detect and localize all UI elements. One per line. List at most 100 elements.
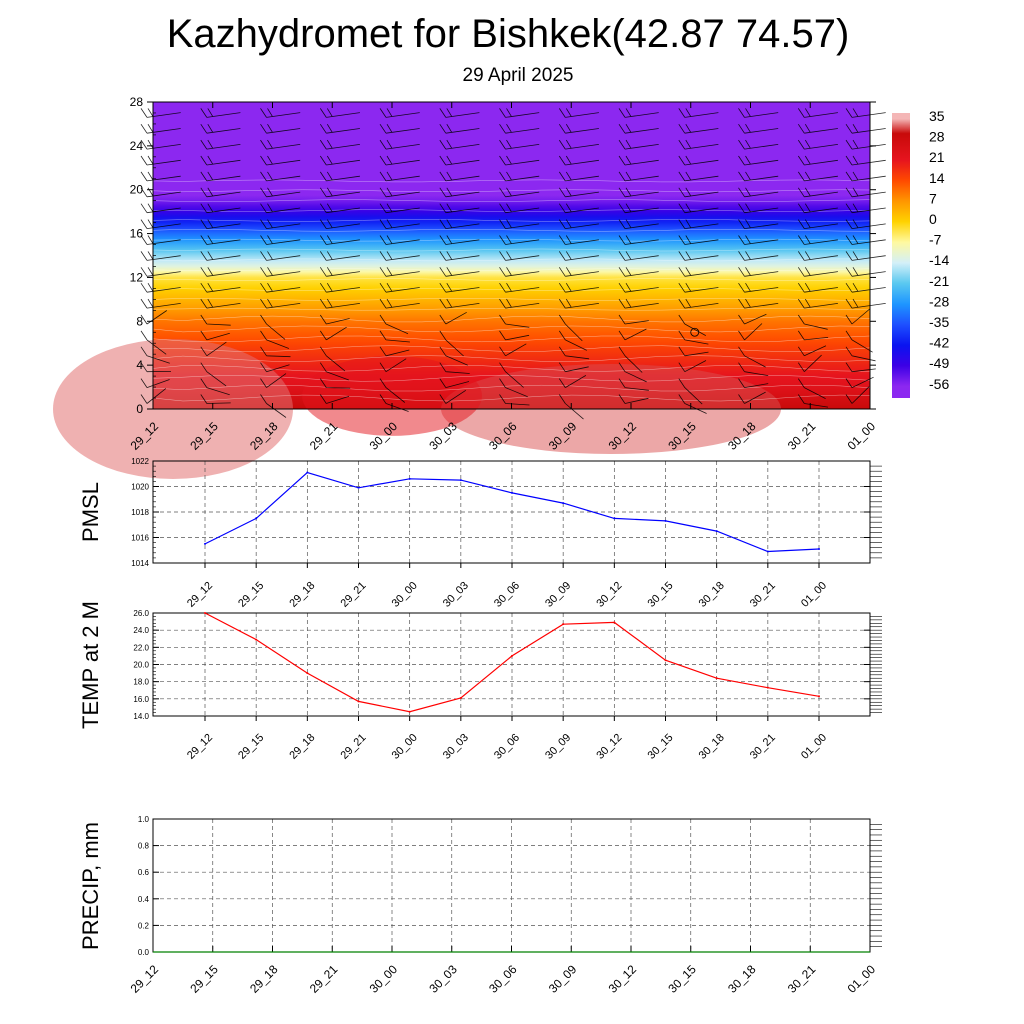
xtick-label: 30_09 [543,732,573,762]
xtick-label: 30_06 [486,962,520,996]
data-point [357,486,360,489]
data-point [562,623,565,626]
wind-barb [618,378,649,391]
upper-xtick-label: 30_21 [785,419,819,453]
wind-barb [499,314,530,328]
data-point [357,700,360,703]
wind-barb [140,362,172,373]
wind-barb [738,203,779,214]
wind-barb [260,219,301,229]
wind-barb [379,139,420,150]
colorbar-label: 35 [929,108,945,124]
wind-barb [558,203,599,214]
wind-barb [738,171,779,182]
wind-barb [738,378,769,388]
ytick-label: 18.0 [133,678,149,687]
wind-barb [678,298,719,309]
temp-2m-panel: 14.0 16.0 18.0 20.0 22.0 24.0 26.0 29_12 29_15 29… [78,601,882,762]
wind-barb [379,314,409,335]
data-point [511,654,513,657]
wind-barb [200,123,241,134]
wind-barb [319,171,360,182]
wind-barb [678,267,719,277]
ytick-label: 22.0 [133,643,149,652]
upper-ytick-label: 16 [130,227,144,241]
wind-barb [558,298,599,309]
chart-title: Kazhydromet for Bishkek(42.87 74.57) [166,12,850,56]
wind-barb [678,187,719,198]
wind-barb [845,219,886,229]
wind-barb [439,362,470,374]
wind-barb [319,187,360,198]
wind-barb [797,139,838,150]
xtick-label: 29_15 [236,732,266,762]
wind-barb [499,171,540,182]
wind-barb [379,267,420,277]
colorbar-label: -7 [929,232,942,248]
wind-barb [499,330,530,341]
wind-barb [379,358,407,373]
wind-barb [379,298,420,309]
wind-barb [499,267,540,277]
wind-barb [618,203,659,214]
wind-barb [439,298,480,309]
wind-barb [678,139,719,150]
wind-barb [618,267,659,277]
ytick-label: 24.0 [133,626,149,635]
contour-line [152,325,871,333]
contour-line [152,248,871,252]
xtick-label: 29_21 [339,580,369,610]
wind-barb [319,219,360,229]
wind-barb [618,155,659,166]
wind-barb [678,108,719,118]
colorbar-label: 14 [929,170,945,186]
wind-barb [379,171,420,182]
wind-barb [379,219,420,229]
wind-barb [678,330,709,345]
wind-barb [845,298,886,309]
wind-barb [845,235,886,245]
wind-barb [558,346,590,360]
wind-barb [499,139,540,150]
wind-barb [678,123,719,134]
xtick-label: 30_21 [785,962,819,996]
wind-barb [439,378,470,388]
wind-barb [260,235,301,245]
wind-barb [379,235,420,245]
data-point [204,542,206,545]
wind-barb [439,108,480,118]
wind-barb [558,155,599,166]
wind-barb [319,314,350,325]
wind-barb [319,203,360,214]
ytick-label: 0.6 [138,868,150,877]
wind-barb [319,378,351,389]
wind-barb [319,267,360,277]
wind-barb [558,139,599,150]
wind-barb [738,251,779,261]
wind-barb [499,362,524,388]
wind-barb [260,346,291,358]
xtick-label: 30_09 [543,580,573,610]
wind-barb [738,313,767,325]
wind-barb [319,155,360,166]
xtick-label: 30_12 [606,962,640,996]
wind-barb [319,346,346,372]
upper-ytick-label: 20 [130,183,144,197]
colorbar-fill [892,113,910,398]
wind-barb [260,251,301,261]
wind-barb [678,282,719,293]
ytick-label: 26.0 [133,609,149,618]
contour-line [152,238,871,242]
wind-barb [558,314,583,342]
xtick-label: 01_00 [799,732,829,762]
wind-barb [618,394,649,404]
wind-barb [738,391,766,404]
upper-xtick-label: 01_00 [845,419,879,453]
colorbar-label: -49 [929,355,949,371]
wind-barb [678,346,709,357]
wind-barb [738,187,779,198]
wind-barb [260,373,287,388]
data-point [818,547,820,550]
chart-subtitle: 29 April 2025 [462,65,574,86]
xtick-label: 30_12 [594,580,624,610]
